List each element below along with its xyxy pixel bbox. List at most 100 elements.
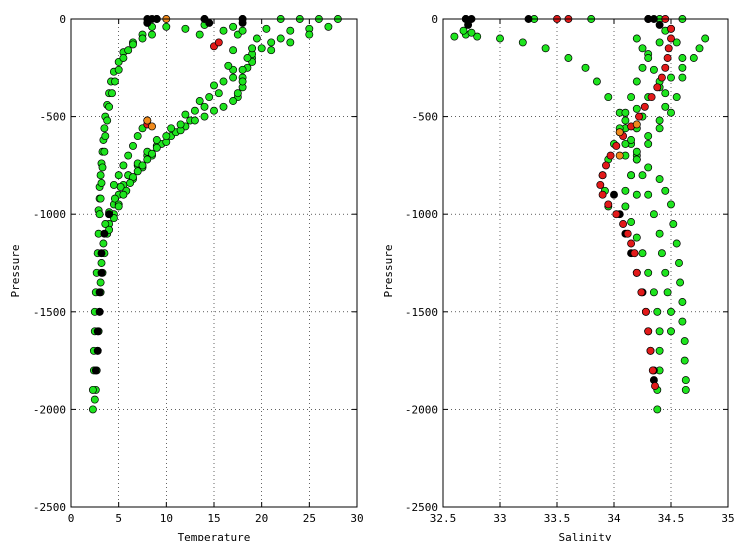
data-point-green [200, 112, 209, 121]
data-point-orange [615, 151, 624, 160]
data-point-red [612, 141, 621, 150]
data-point-green [467, 28, 476, 37]
data-point-black [205, 18, 214, 27]
data-point-green [678, 298, 687, 306]
data-point-green [667, 200, 675, 209]
data-point-red [648, 366, 657, 375]
data-point-red [612, 210, 621, 219]
data-point-red [630, 249, 639, 258]
data-point-green [655, 38, 664, 47]
data-point-red [663, 54, 672, 62]
x-tick-label: 33 [493, 512, 506, 525]
data-point-red [661, 63, 670, 72]
data-point-red [632, 268, 641, 277]
data-point-red [664, 44, 673, 53]
data-point-green [162, 132, 171, 141]
y-axis-label: Pressure [9, 245, 22, 298]
data-point-green [638, 44, 647, 53]
data-point-green [672, 93, 681, 102]
data-point-green [205, 93, 214, 102]
data-point-green [96, 171, 105, 180]
data-point-black [95, 288, 104, 297]
x-tick-label: 34 [607, 512, 621, 525]
data-point-green [644, 190, 653, 199]
data-point-green [133, 167, 142, 176]
data-point-green [252, 34, 261, 43]
data-point-green [238, 65, 247, 74]
y-tick-label: -500 [40, 111, 67, 124]
x-axis-label: Salinity [559, 531, 612, 541]
y-tick-label: -1000 [405, 208, 438, 221]
data-point-green [644, 54, 653, 62]
data-point-green [229, 73, 238, 82]
data-point-red [646, 346, 655, 355]
data-point-green [621, 202, 630, 211]
data-point-green [663, 288, 672, 297]
data-point-green [695, 44, 704, 53]
data-point-green [219, 77, 228, 86]
data-point-black [143, 18, 152, 27]
data-point-green [210, 81, 218, 90]
data-point-green [661, 89, 670, 98]
data-point-green [181, 24, 190, 33]
data-point-green [680, 337, 689, 346]
data-point-green [100, 147, 109, 156]
data-point-red [667, 24, 675, 33]
data-point-green [224, 61, 233, 70]
data-point-green [496, 34, 504, 43]
data-point-green [103, 116, 112, 125]
data-point-green [678, 73, 687, 82]
data-point-green [262, 24, 271, 33]
x-tick-label: 33.5 [544, 512, 571, 525]
data-point-green [190, 116, 199, 125]
data-point-green [655, 116, 664, 125]
x-tick-label: 0 [68, 512, 75, 525]
data-point-green [101, 220, 110, 228]
data-point-green [110, 194, 119, 203]
data-point-green [109, 180, 118, 189]
data-point-green [621, 116, 630, 125]
data-point-green [667, 327, 675, 336]
data-point-red [667, 34, 675, 43]
data-point-green [632, 155, 641, 164]
data-point-green [108, 89, 116, 98]
x-tick-label: 32.5 [430, 512, 457, 525]
plot-frame [70, 18, 358, 508]
data-point-green [632, 147, 641, 156]
data-point-green [243, 54, 252, 62]
data-point-black [655, 20, 664, 29]
data-point-green [649, 210, 658, 219]
data-point-green [116, 182, 125, 191]
x-tick-label: 25 [303, 512, 316, 525]
data-point-green [105, 102, 114, 111]
data-point-green [661, 268, 670, 277]
data-point-green [267, 38, 276, 47]
data-point-green [632, 77, 641, 86]
data-point-green [621, 108, 630, 117]
x-axis-label: Temperature [178, 531, 251, 541]
data-point-green [672, 38, 681, 47]
data-point-green [176, 120, 185, 129]
data-point-green [88, 385, 97, 394]
data-point-green [627, 171, 636, 180]
data-point-black [464, 20, 473, 29]
data-point-red [657, 73, 666, 82]
data-point-red [635, 112, 644, 121]
data-point-green [97, 259, 106, 267]
data-point-green [459, 26, 468, 35]
data-point-green [129, 141, 137, 150]
data-point-green [99, 239, 108, 248]
data-point-red [644, 327, 653, 336]
data-point-green [229, 46, 238, 55]
data-point-green [592, 77, 601, 86]
data-point-green [681, 385, 690, 394]
data-point-orange [615, 128, 624, 137]
data-point-black [95, 307, 104, 316]
data-point-black [97, 249, 106, 258]
data-point-green [90, 395, 99, 404]
data-point-green [95, 210, 104, 219]
data-point-green [627, 93, 636, 102]
data-point-red [606, 151, 615, 160]
data-point-green [148, 149, 156, 158]
data-point-red [623, 229, 632, 238]
